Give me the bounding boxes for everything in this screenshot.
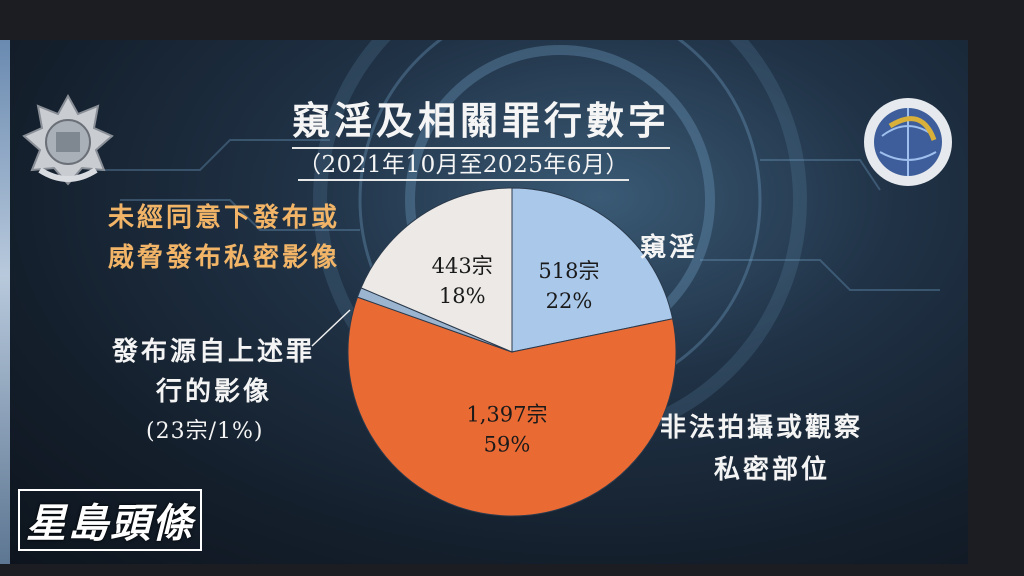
pie-slice-voyeurism: [511, 187, 674, 353]
label-voyeurism: 窺淫: [640, 233, 699, 263]
slice-percent-label-voyeurism: 22%: [546, 289, 593, 313]
label-derived-line3: (23宗/1%): [146, 419, 264, 444]
slice-value-label-unlawful: 1,397宗: [466, 403, 547, 427]
label-nonconsensual-line1: 未經同意下發布或: [108, 203, 341, 233]
sing-tao-watermark: 星島頭條: [18, 489, 218, 551]
slice-value-label-nonconsensual: 443宗: [432, 254, 493, 278]
hong-kong-police-crest-icon: [22, 93, 114, 186]
label-nonconsensual-line2: 威脅發布私密影像: [108, 243, 341, 273]
pie-slice-unlawful: [347, 296, 677, 517]
presentation-screen: 窺淫及相關罪行數字 （2021年10月至2025年6月） 518宗 22% 1,39…: [0, 40, 968, 564]
label-derived-line1: 發布源自上述罪: [112, 337, 316, 367]
slice-percent-label-nonconsensual: 18%: [439, 284, 486, 308]
slice-percent-label-unlawful: 59%: [484, 433, 531, 457]
label-unlawful-line2: 私密部位: [714, 455, 831, 485]
chart-title: 窺淫及相關罪行數字: [292, 90, 671, 149]
leader-line-derived: [311, 309, 351, 347]
cyber-security-bureau-logo-icon: [864, 98, 952, 186]
pie-slice-nonconsensual: [360, 187, 513, 353]
chart-subtitle: （2021年10月至2025年6月）: [298, 145, 629, 181]
pie-chart: 518宗 22% 1,397宗 59% 443宗 18%: [311, 187, 677, 517]
label-unlawful-line1: 非法拍攝或觀察: [660, 413, 864, 443]
watermark-text: 星島頭條: [18, 489, 202, 551]
slice-value-label-voyeurism: 518宗: [538, 259, 599, 283]
label-derived-line2: 行的影像: [156, 377, 273, 407]
left-screen-edge: [0, 40, 10, 564]
